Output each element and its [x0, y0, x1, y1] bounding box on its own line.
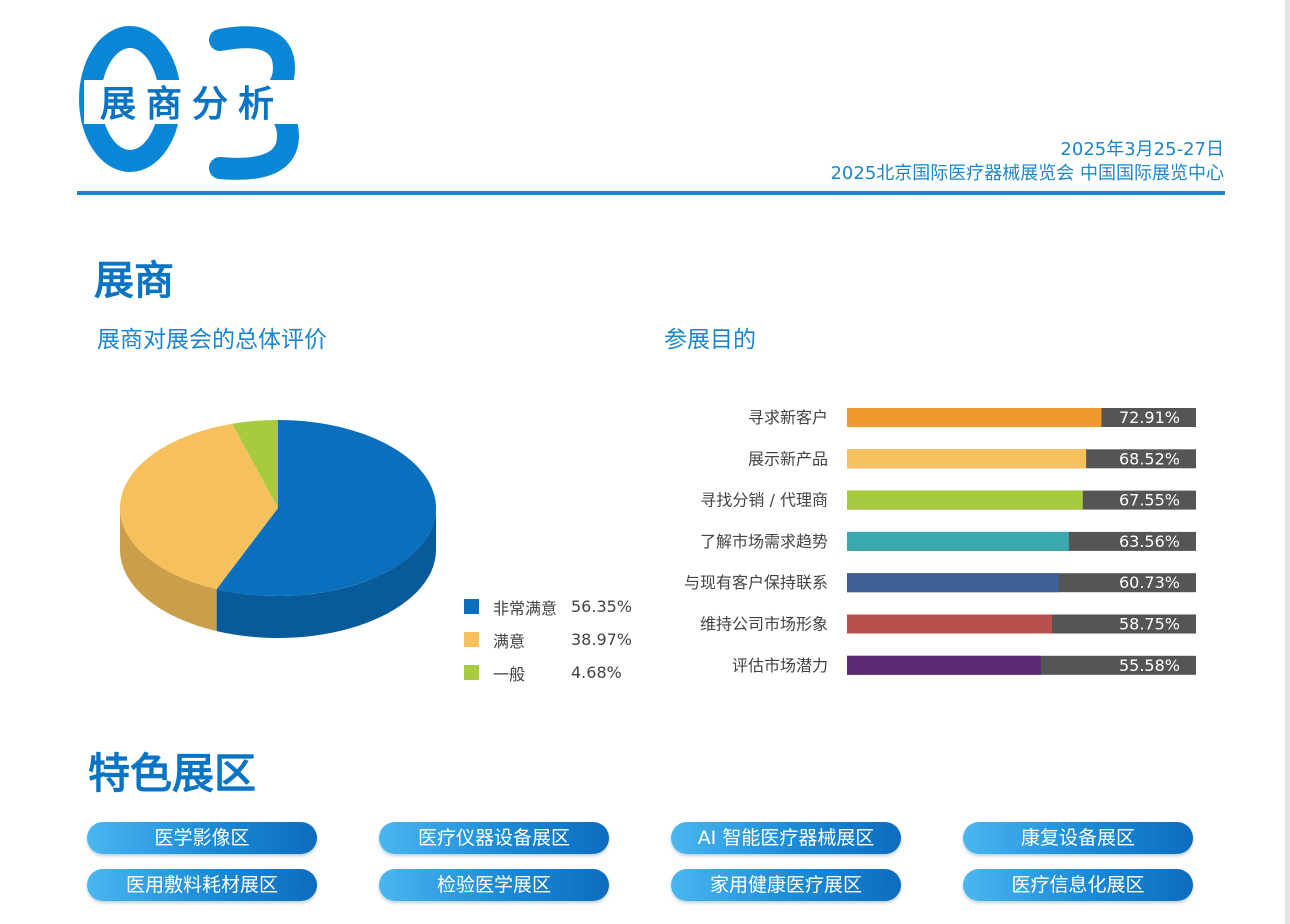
- bar-value-label: 60.73%: [1119, 573, 1180, 592]
- legend-value: 56.35%: [571, 597, 633, 616]
- event-date: 2025年3月25-27日: [1060, 139, 1224, 160]
- zone-pill: 家用健康医疗展区: [671, 869, 901, 901]
- bar-category-label: 与现有客户保持联系: [684, 573, 828, 592]
- bar-category-label: 了解市场需求趋势: [700, 532, 828, 551]
- bar-track: [847, 490, 1196, 510]
- bar-fill: [847, 655, 1041, 675]
- pie-slice: [232, 420, 278, 508]
- pie-slice: [120, 423, 279, 590]
- bar-value-label: 63.56%: [1119, 532, 1180, 551]
- zone-pill: AI 智能医疗器械展区: [671, 822, 901, 854]
- bar-track: [847, 531, 1196, 551]
- pie-chart-title: 展商对展会的总体评价: [97, 327, 327, 353]
- zone-pill: 医学影像区: [87, 822, 317, 854]
- event-info: 2025年3月25-27日 2025北京国际医疗器械展览会 中国国际展览中心: [830, 138, 1224, 186]
- bar-fill: [847, 573, 1059, 593]
- pie-slice-side: [120, 508, 217, 632]
- legend-item: 满意 38.97%: [464, 623, 632, 656]
- bar-fill: [847, 531, 1069, 551]
- bar-fill: [847, 614, 1053, 634]
- bar-fill: [847, 490, 1083, 510]
- bar-track: [847, 655, 1196, 675]
- legend-item: 非常满意 56.35%: [464, 590, 632, 623]
- bar-category-label: 寻找分销 / 代理商: [700, 491, 828, 510]
- bar-track: [847, 614, 1196, 634]
- bar-category-label: 寻求新客户: [748, 408, 828, 427]
- legend-swatch: [464, 665, 479, 680]
- event-name: 2025北京国际医疗器械展览会 中国国际展览中心: [830, 163, 1224, 184]
- zone-pill: 医疗仪器设备展区: [379, 822, 609, 854]
- bar-track: [847, 573, 1196, 593]
- section-title-text: 展商分析: [100, 84, 284, 125]
- bar-value-label: 67.55%: [1119, 491, 1180, 510]
- bar-track: [847, 449, 1196, 469]
- pie-slice: [216, 420, 437, 596]
- bar-chart-title: 参展目的: [664, 327, 756, 353]
- exhibitors-section-title: 展商: [94, 258, 174, 304]
- bar-value-label: 55.58%: [1119, 656, 1180, 675]
- bar-category-label: 展示新产品: [748, 449, 828, 468]
- legend-value: 4.68%: [571, 663, 622, 682]
- zone-pill: 医疗信息化展区: [963, 869, 1193, 901]
- bar-category-label: 评估市场潜力: [732, 656, 828, 675]
- satisfaction-pie-chart: [120, 420, 437, 638]
- legend-item: 一般 4.68%: [464, 656, 632, 689]
- bar-fill: [847, 408, 1102, 427]
- bar-fill: [847, 449, 1087, 469]
- legend-label: 一般: [493, 664, 526, 684]
- header-divider: [77, 191, 1225, 195]
- bar-category-label: 维持公司市场形象: [700, 615, 828, 634]
- zone-pill: 检验医学展区: [379, 869, 609, 901]
- zone-pill: 康复设备展区: [963, 822, 1193, 854]
- zone-pill: 医用敷料耗材展区: [87, 869, 317, 901]
- legend-label: 非常满意: [493, 598, 558, 618]
- legend-value: 38.97%: [571, 630, 633, 649]
- bar-value-label: 58.75%: [1119, 615, 1180, 634]
- legend-swatch: [464, 632, 479, 647]
- bar-track: [847, 408, 1196, 427]
- bar-value-label: 68.52%: [1119, 449, 1180, 468]
- section-number-logo: 展商分析: [79, 26, 302, 180]
- zones-section-title: 特色展区: [88, 749, 257, 798]
- bar-value-label: 72.91%: [1119, 408, 1180, 427]
- pie-slice-side: [216, 508, 436, 638]
- legend-label: 满意: [493, 631, 526, 651]
- legend-swatch: [464, 599, 479, 614]
- page-edge: [1285, 0, 1290, 924]
- pie-legend: 非常满意 56.35% 满意 38.97% 一般 4.68%: [464, 590, 632, 689]
